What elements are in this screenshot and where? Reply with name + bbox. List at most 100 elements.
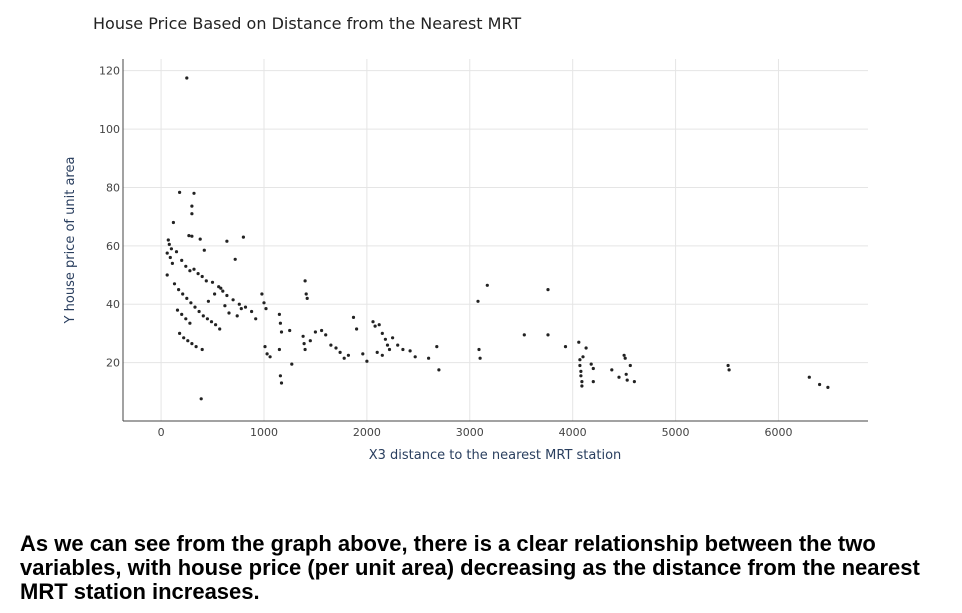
data-point (477, 347, 481, 352)
data-point (375, 350, 379, 354)
data-point (194, 345, 198, 349)
data-point (205, 317, 209, 321)
data-point (617, 375, 621, 379)
data-point (262, 301, 266, 305)
data-point (175, 308, 180, 312)
y-axis-title: Y house price of unit area (63, 157, 78, 325)
x-tick-label: 4000 (559, 426, 587, 439)
data-point (522, 333, 526, 337)
data-point (188, 321, 192, 325)
data-point (237, 302, 241, 306)
data-point (202, 248, 206, 252)
data-point (260, 292, 264, 296)
data-point (387, 347, 392, 352)
data-point (192, 267, 196, 271)
data-point (628, 363, 632, 368)
data-point (591, 366, 595, 371)
data-point (818, 382, 822, 387)
data-point (199, 397, 203, 401)
data-point (578, 363, 582, 368)
x-tick-label: 1000 (250, 426, 278, 439)
data-point (170, 261, 174, 265)
data-point (190, 234, 194, 238)
data-point (380, 353, 384, 357)
data-point (579, 374, 583, 378)
data-point (192, 191, 196, 195)
data-point (301, 334, 305, 338)
data-point (563, 345, 568, 349)
data-point (200, 347, 204, 352)
data-point (184, 264, 188, 268)
data-point (178, 331, 182, 335)
caption-text: As we can see from the graph above, ther… (20, 531, 920, 604)
data-point (324, 333, 328, 337)
data-point (188, 269, 192, 273)
data-point (279, 381, 284, 385)
data-point (223, 304, 227, 308)
data-point (302, 342, 306, 346)
data-point (435, 345, 439, 349)
data-point (204, 279, 208, 283)
data-point (371, 320, 375, 324)
data-point (329, 343, 333, 347)
data-point (578, 358, 582, 362)
data-point (218, 327, 222, 331)
y-tick-label: 100 (99, 123, 120, 136)
data-point (168, 255, 172, 260)
data-point (580, 384, 584, 388)
data-point (361, 352, 365, 356)
data-points (165, 76, 830, 401)
data-point (241, 235, 245, 239)
data-point (579, 369, 583, 373)
data-point (227, 311, 231, 315)
data-point (189, 301, 193, 305)
data-point (210, 280, 215, 284)
data-point (632, 380, 637, 384)
data-point (385, 343, 390, 347)
data-point (727, 368, 731, 372)
data-point (190, 342, 194, 346)
data-point (380, 331, 384, 335)
data-point (591, 380, 595, 384)
data-point (243, 305, 248, 309)
x-tick-label: 0 (158, 426, 165, 439)
data-point (427, 356, 431, 360)
data-point (342, 356, 346, 360)
data-point (180, 312, 184, 316)
data-point (546, 333, 550, 337)
data-point (254, 317, 258, 321)
axes (122, 59, 868, 422)
data-point (610, 368, 614, 372)
data-point (288, 328, 292, 333)
data-point (346, 353, 350, 357)
data-point (625, 378, 629, 382)
data-point (305, 296, 309, 300)
grid-lines (123, 59, 868, 421)
data-point (225, 239, 229, 243)
data-point (355, 327, 359, 331)
data-point (622, 353, 626, 357)
data-point (197, 309, 201, 314)
data-point (166, 238, 170, 242)
data-point (826, 385, 830, 389)
data-point (373, 324, 377, 328)
data-point (624, 372, 628, 376)
data-point (377, 323, 381, 327)
x-tick-label: 3000 (456, 426, 484, 439)
y-tick-label: 20 (106, 357, 120, 370)
data-point (190, 212, 194, 216)
data-point (165, 251, 169, 255)
data-point (250, 309, 254, 314)
data-point (478, 356, 482, 360)
x-tick-label: 6000 (764, 426, 792, 439)
data-point (206, 299, 210, 303)
data-point (726, 363, 730, 368)
data-point (171, 220, 175, 225)
data-point (186, 339, 190, 343)
data-point (213, 292, 217, 296)
data-point (580, 380, 584, 384)
data-point (476, 299, 480, 303)
data-point (178, 190, 182, 194)
data-point (278, 321, 282, 325)
data-point (584, 346, 588, 350)
